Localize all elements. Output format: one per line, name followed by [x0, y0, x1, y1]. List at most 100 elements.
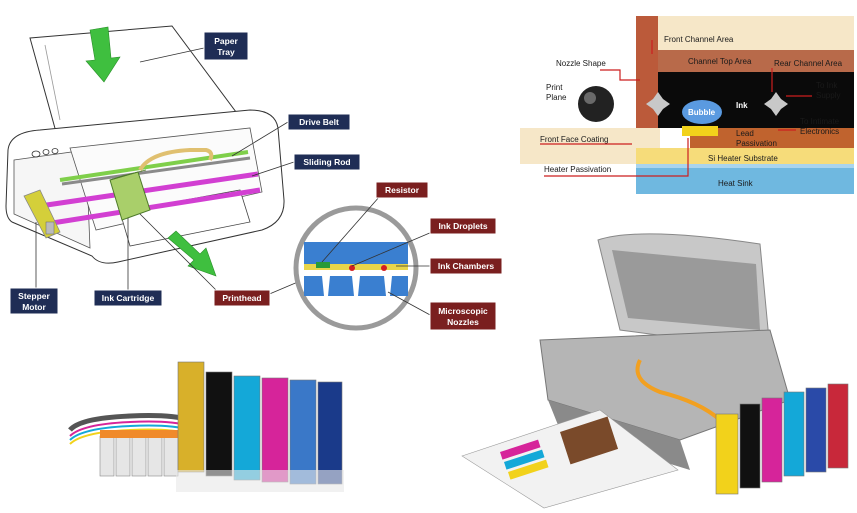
side-tank-red: [827, 383, 849, 469]
diamond-marker-right: [764, 92, 788, 116]
ciss-ink-tank-photo: [68, 361, 344, 492]
control-button-3: [51, 148, 59, 154]
heater-element: [682, 126, 718, 136]
label-paper-tray: [203, 31, 249, 61]
label-paper-tray-text-1: Paper: [214, 36, 238, 46]
bubble: [682, 100, 722, 124]
si-heater-substrate: [636, 148, 854, 168]
print-plane-text-1: Print: [546, 83, 563, 92]
print-swatch-3: [507, 459, 549, 480]
label-printhead: [213, 289, 271, 307]
control-button-2: [42, 149, 50, 155]
ciss-tube: [635, 359, 722, 422]
cartridge-3: [131, 435, 147, 477]
channel-top-area-text: Channel Top Area: [688, 57, 752, 66]
to-ink-supply-text-2: Supply: [816, 91, 840, 100]
label-ink-chambers-text: Ink Chambers: [438, 261, 494, 271]
cartridge-5: [163, 435, 179, 477]
label-resistor: [375, 181, 429, 199]
label-drive-belt: [287, 113, 351, 131]
heater-passivation: [636, 164, 854, 168]
ink-tubing-colored: [69, 420, 191, 437]
ink-tubing: [68, 413, 191, 432]
label-stepper-motor-text-1: Stepper: [18, 291, 50, 301]
nozzle-shape-text: Nozzle Shape: [556, 59, 606, 68]
printer-with-ciss-photo: [461, 233, 849, 509]
label-ink-cartridge: [93, 289, 163, 307]
label-stepper-motor-text-2: Motor: [22, 302, 46, 312]
cartridge-1: [99, 435, 115, 477]
paper-feed-arrow: [85, 26, 121, 83]
label-ink-droplets-text: Ink Droplets: [438, 221, 487, 231]
lead-passivation: [690, 128, 854, 148]
sliding-rod-front: [45, 187, 261, 227]
label-stepper-motor: [9, 287, 59, 315]
si-heater-substrate-text: Si Heater Substrate: [708, 154, 778, 163]
cartridge-tops: [100, 430, 178, 438]
control-button-1: [31, 150, 41, 158]
side-tank-cyan: [783, 391, 805, 477]
label-ink-droplets: [429, 217, 497, 235]
ink-tank-yellow: [177, 361, 205, 473]
ink-droplet-2: [381, 265, 387, 271]
drive-belt-gray: [61, 156, 251, 186]
ink-tubing-cyan: [69, 424, 191, 441]
motor-mount: [45, 221, 55, 235]
heat-sink-text: Heat Sink: [718, 179, 754, 188]
cartridge-2: [115, 435, 131, 477]
front-face-coating-text: Front Face Coating: [540, 135, 608, 144]
printhead-substrate: [304, 242, 408, 264]
ink-text: Ink: [736, 101, 748, 110]
ink-drop-highlight: [584, 92, 596, 104]
front-channel-area-text: Front Channel Area: [664, 35, 734, 44]
printer-lid-inner: [612, 250, 760, 330]
print-photo: [560, 416, 619, 465]
label-paper-tray-text-2: Tray: [217, 47, 235, 57]
ink-tank-lightcyan: [289, 379, 317, 485]
ink-tank-lightmagenta: [317, 381, 343, 485]
printhead-resistor: [316, 262, 330, 268]
bubble-text: Bubble: [688, 108, 716, 117]
print-swatch-1: [500, 439, 541, 460]
channel-top-layer: [658, 50, 854, 72]
front-left-wall: [636, 88, 658, 128]
ink-tank-base: [176, 470, 344, 492]
label-ink-chambers: [429, 257, 503, 275]
to-intimate-electronics-text-2: Electronics: [800, 127, 839, 136]
print-plane-text-2: Plane: [546, 93, 567, 102]
label-resistor-text: Resistor: [385, 185, 420, 195]
printhead-magnifier: Resistor Ink Droplets Ink Chambers Micro…: [293, 181, 503, 331]
upper-wall: [636, 16, 658, 88]
sliding-rod-back: [39, 171, 259, 209]
ribbon-cable: [138, 148, 214, 172]
print-swatch-2: [504, 449, 545, 470]
nozzle-3: [384, 276, 392, 296]
label-ink-cartridge-text: Ink Cartridge: [102, 293, 155, 303]
ink-drop-ball: [578, 86, 614, 122]
diamond-marker-left: [646, 92, 670, 116]
paper-out-arrow: [167, 230, 217, 277]
label-sliding-rod-text: Sliding Rod: [303, 157, 350, 167]
ink-tank-magenta: [261, 377, 289, 483]
paper-tray-fold: [44, 44, 61, 121]
nozzle-2: [352, 276, 360, 296]
to-ink-supply-text-1: To Ink: [816, 81, 838, 90]
lead-passivation-text-1: Lead: [736, 129, 754, 138]
label-printhead-text: Printhead: [222, 293, 261, 303]
ink-droplet-1: [349, 265, 355, 271]
side-tank-blue: [805, 387, 827, 473]
heater-passivation-text: Heater Passivation: [544, 165, 611, 174]
label-microscopic-nozzles-text-2: Nozzles: [447, 317, 479, 327]
lead-passivation-text-2: Passivation: [736, 139, 777, 148]
drive-belt-green: [59, 150, 249, 182]
nozzle-cross-section: Bubble Ink Front Channel Area Channel To…: [520, 16, 854, 194]
side-tank-yellow: [715, 413, 739, 495]
printer-front-panel: [13, 149, 91, 249]
printhead-resistor-layer: [304, 264, 408, 270]
nozzle-1: [322, 276, 330, 296]
rear-channel-area-text: Rear Channel Area: [774, 59, 843, 68]
ink-cartridge-top: [109, 169, 147, 181]
label-microscopic-nozzles: [429, 301, 497, 331]
label-microscopic-nozzles-text-1: Microscopic: [438, 306, 488, 316]
label-sliding-rod: [293, 153, 361, 171]
